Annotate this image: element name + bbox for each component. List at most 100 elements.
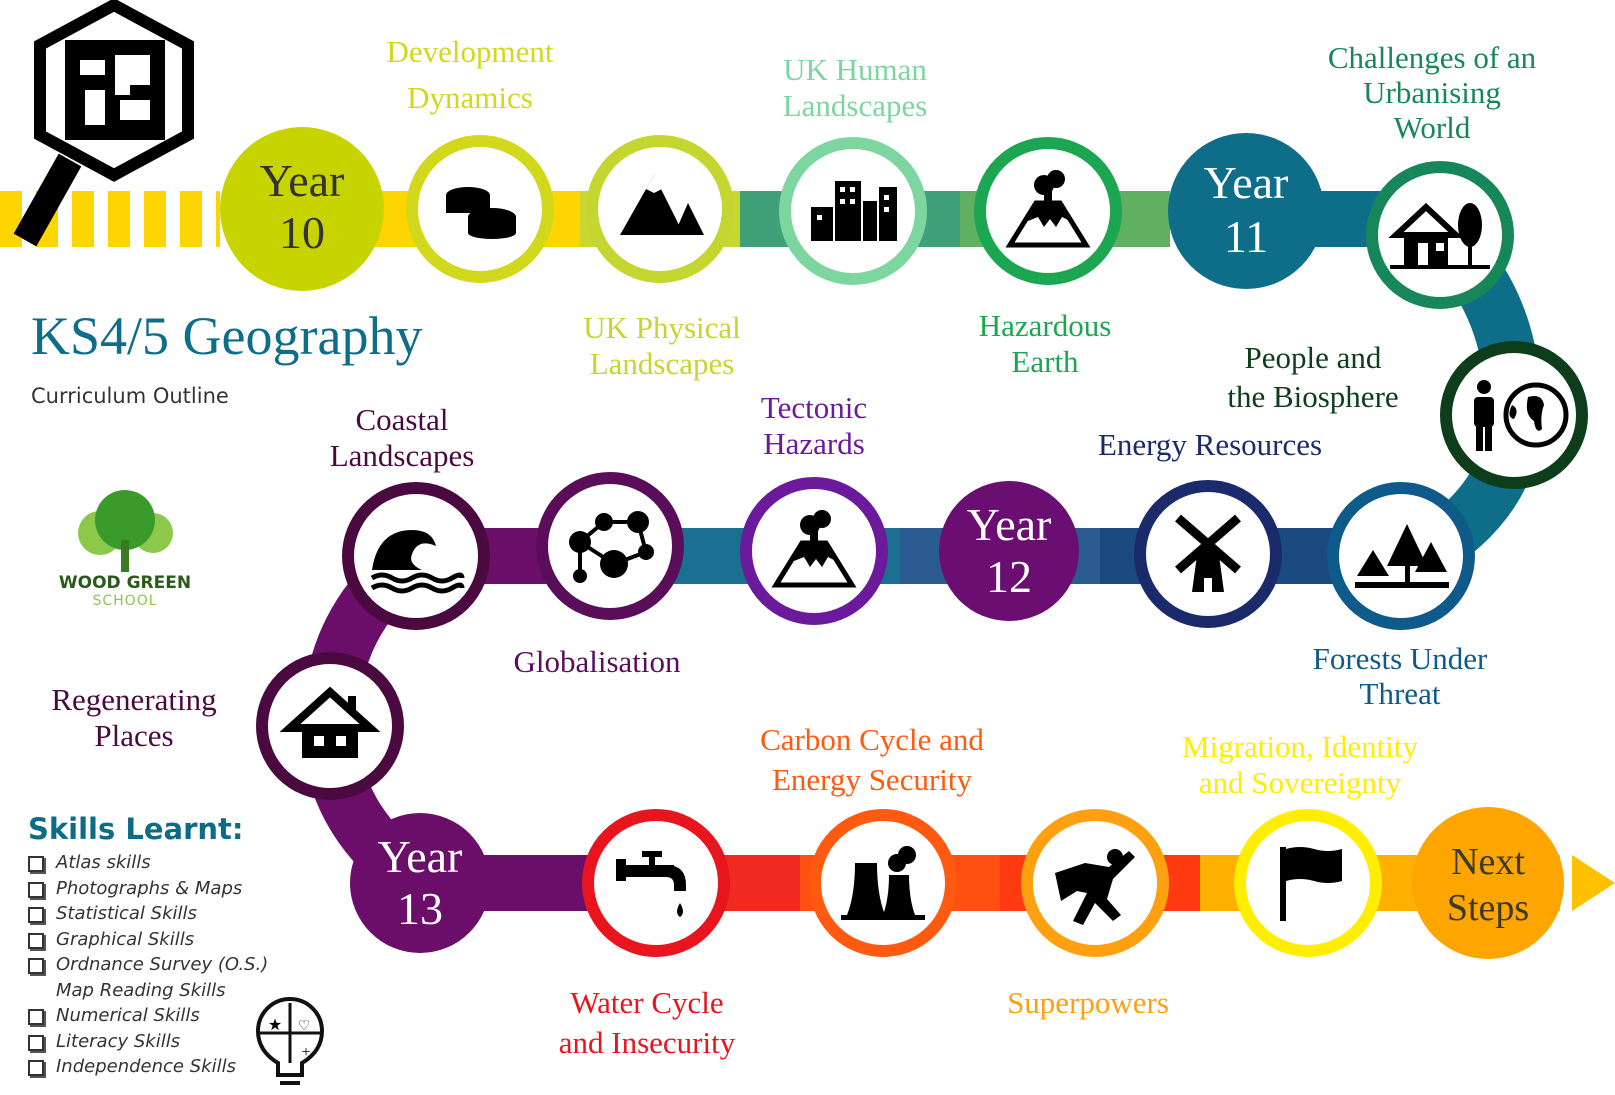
tree-icon [78, 490, 173, 572]
topic-label: Tectonic [761, 390, 867, 425]
topic-label: the Biosphere [1227, 379, 1398, 414]
topic-carbon: Carbon Cycle and Energy Security [760, 722, 984, 957]
topic-label: Globalisation [513, 644, 681, 679]
year-11-badge: Year 11 [1168, 133, 1324, 289]
wood-green-school-logo: WOOD GREEN SCHOOL [55, 485, 195, 609]
magnifier-globe-logo [13, 0, 194, 247]
mountain-icon [620, 175, 704, 235]
topic-label: and Insecurity [559, 1025, 736, 1060]
topic-label: UK Human [783, 52, 927, 87]
page-subtitle: Curriculum Outline [31, 384, 229, 408]
skill-label: Photographs & Maps [56, 877, 243, 899]
topic-superpowers: Superpowers [1007, 809, 1169, 1020]
topic-label: World [1394, 110, 1471, 145]
topic-label: People and [1245, 340, 1382, 375]
svg-text:Year: Year [378, 831, 463, 882]
skill-label: Graphical Skills [56, 928, 195, 950]
skill-item: Photographs & Maps [28, 876, 271, 902]
tap-icon [616, 851, 686, 917]
skill-item: Atlas skills [28, 850, 271, 876]
skill-label: Numerical Skills [56, 1005, 200, 1026]
svg-text:♡: ♡ [298, 1019, 311, 1034]
topic-label: and Sovereignty [1199, 765, 1402, 800]
topic-label: Water Cycle [570, 985, 723, 1020]
topic-label: Challenges of an [1328, 40, 1537, 75]
topic-label: Coastal [356, 402, 449, 437]
skill-item: Statistical Skills [28, 901, 271, 927]
superhero-icon [1055, 849, 1135, 925]
checkbox-icon [28, 932, 44, 949]
skill-item: Literacy Skills [28, 1029, 271, 1055]
skill-label: Atlas skills [56, 852, 151, 873]
lightbulb-puzzle-icon: ★ ♡ + [255, 997, 325, 1085]
topic-ring [582, 809, 730, 957]
topic-ring [1234, 809, 1382, 957]
topic-label: Threat [1360, 676, 1441, 711]
skill-item: Independence Skills [28, 1054, 271, 1080]
buildings-icon [811, 181, 897, 241]
topic-label: Energy Security [772, 762, 973, 797]
skills-heading: Skills Learnt: [28, 812, 244, 846]
skill-item: Ordnance Survey (O.S.) Map Reading Skill… [28, 952, 271, 1003]
checkbox-icon [28, 881, 44, 898]
topic-development: Development Dynamics [386, 34, 554, 283]
topic-globalisation: Globalisation [513, 472, 684, 679]
topic-ring [342, 482, 490, 630]
topic-energy: Energy Resources [1098, 427, 1322, 628]
topic-label: Urbanising [1363, 75, 1501, 110]
svg-text:12: 12 [986, 551, 1032, 602]
topic-ring [809, 809, 957, 957]
topic-label: UK Physical [583, 310, 741, 345]
topic-biosphere: People and the Biosphere [1227, 340, 1588, 489]
topic-label: Landscapes [783, 88, 928, 123]
topic-label: Hazards [763, 426, 865, 461]
topic-water: Water Cycle and Insecurity [559, 809, 736, 1060]
svg-text:10: 10 [279, 207, 325, 258]
svg-text:Steps: Steps [1447, 887, 1529, 929]
person-globe-icon [1474, 380, 1569, 451]
svg-text:Year: Year [967, 499, 1052, 550]
skill-label: Ordnance Survey (O.S.) Map Reading Skill… [56, 954, 269, 1001]
next-steps-badge: Next Steps [1412, 807, 1564, 959]
volcano-icon [771, 510, 857, 588]
skills-list: Atlas skills Photographs & Maps Statistica… [28, 850, 271, 1080]
year-10-badge: Year 10 [220, 127, 384, 291]
skill-item: Graphical Skills [28, 927, 271, 953]
topic-label: Landscapes [590, 346, 735, 381]
svg-text:Year: Year [1204, 157, 1289, 208]
topic-ring [536, 472, 684, 620]
topic-label: Landscapes [330, 438, 475, 473]
skill-label: Literacy Skills [56, 1030, 181, 1052]
checkbox-icon [28, 1034, 44, 1051]
flag-icon [1280, 847, 1342, 921]
checkbox-icon [28, 1060, 44, 1076]
house-icon [279, 686, 381, 758]
checkbox-icon [28, 958, 44, 974]
topic-label: Places [94, 718, 173, 753]
page-title: KS4/5 Geography [31, 306, 423, 366]
factory-icon [841, 846, 925, 920]
coins-icon [446, 187, 516, 239]
checkbox-icon [28, 1009, 44, 1025]
network-icon [569, 511, 654, 583]
volcano-icon [1005, 170, 1091, 248]
svg-text:11: 11 [1224, 211, 1268, 262]
year-13-badge: Year 13 [350, 813, 490, 953]
topic-label: Carbon Cycle and [760, 722, 984, 757]
skill-label: Statistical Skills [56, 903, 197, 924]
topic-label: Earth [1011, 344, 1079, 379]
topic-label: Migration, Identity [1182, 729, 1418, 764]
topic-label: Superpowers [1007, 985, 1169, 1020]
topic-label: Forests Under [1313, 641, 1488, 676]
topic-label: Hazardous [979, 308, 1112, 343]
windmill-icon [1175, 514, 1241, 592]
